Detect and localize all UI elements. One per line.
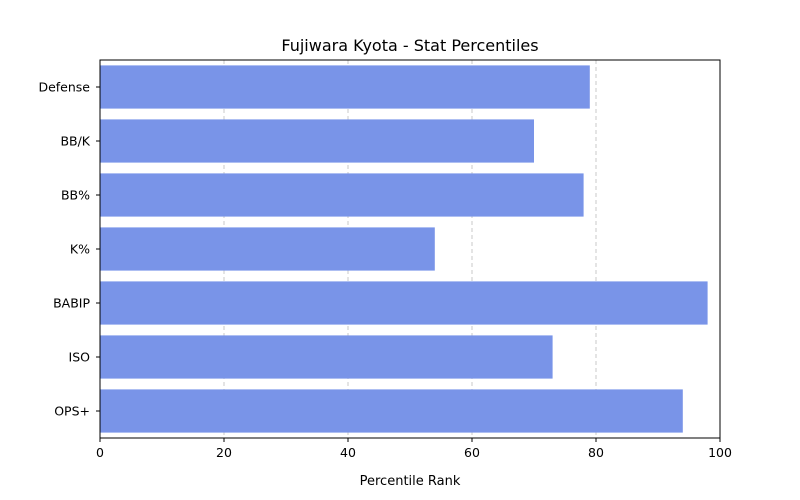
bar-babip <box>100 281 708 325</box>
y-tick-label: BB/K <box>60 134 90 149</box>
bar-iso <box>100 335 553 379</box>
x-tick-label: 80 <box>588 445 604 460</box>
bars <box>100 65 708 433</box>
chart-title: Fujiwara Kyota - Stat Percentiles <box>281 36 538 55</box>
bar-defense <box>100 65 590 109</box>
x-tick-label: 40 <box>340 445 356 460</box>
y-axis-ticks: OPS+ ISO BABIP K% BB% BB/K Defense <box>38 80 100 419</box>
bar-bb-k <box>100 119 534 163</box>
bar-ops- <box>100 389 683 433</box>
bar-bb- <box>100 173 584 217</box>
y-tick-label: BB% <box>61 188 90 203</box>
y-tick-label: BABIP <box>53 296 90 311</box>
x-tick-label: 0 <box>96 445 104 460</box>
x-axis-ticks: 0 20 40 60 80 100 <box>96 438 732 460</box>
y-tick-label: OPS+ <box>54 404 90 419</box>
y-tick-label: ISO <box>69 350 91 365</box>
y-tick-label: Defense <box>38 80 90 95</box>
bar-k- <box>100 227 435 271</box>
x-tick-label: 20 <box>216 445 232 460</box>
x-axis-label: Percentile Rank <box>360 474 461 489</box>
y-tick-label: K% <box>70 242 90 257</box>
x-tick-label: 100 <box>708 445 732 460</box>
x-tick-label: 60 <box>464 445 480 460</box>
